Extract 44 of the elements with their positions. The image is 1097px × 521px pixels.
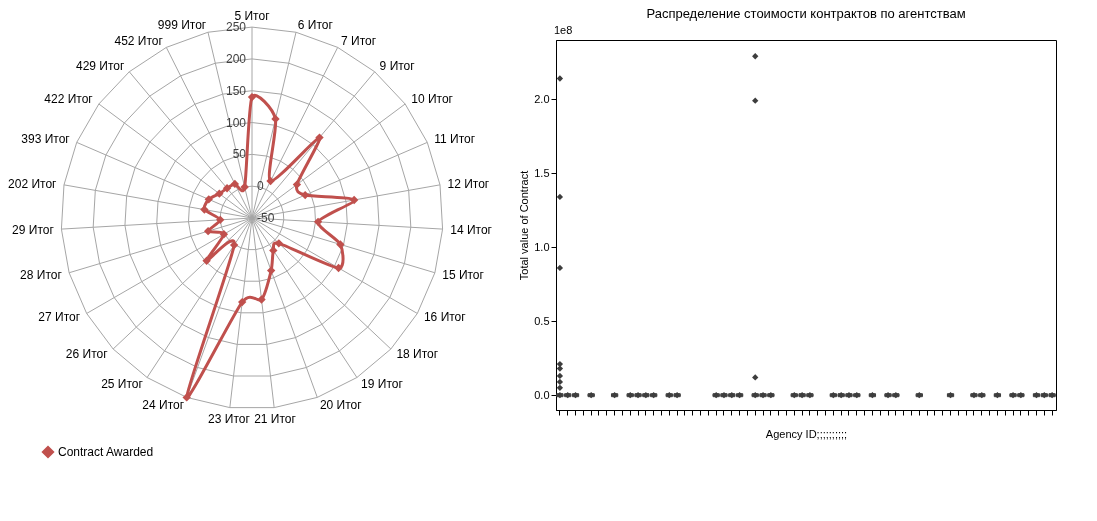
- spoke-label: 28 Итог: [20, 267, 63, 282]
- chart-title: Распределение стоимости контрактов по агентствам: [646, 6, 966, 21]
- y-tick-label: 150: [225, 83, 247, 98]
- spoke-label: 202 Итог: [8, 176, 58, 191]
- spoke-label: 23 Итог: [208, 412, 251, 427]
- y-tick-label: 100: [225, 115, 247, 130]
- y-tick-label: 0.5: [534, 314, 550, 327]
- spoke-label: 27 Итог: [38, 310, 81, 325]
- spoke-label: 11 Итог: [434, 132, 476, 147]
- text: 1e8: [553, 24, 573, 36]
- spoke-label: 19 Итог: [361, 376, 404, 391]
- y-tick-label: 1.5: [534, 166, 550, 179]
- legend-label: Contract Awarded: [58, 445, 154, 459]
- spoke-label: 15 Итог: [442, 267, 485, 282]
- spoke-label: 422 Итог: [44, 92, 94, 107]
- spoke-label: 26 Итог: [65, 347, 109, 362]
- spoke-label: 20 Итог: [319, 397, 363, 412]
- spoke-label: 18 Итог: [396, 347, 439, 362]
- spoke-label: 16 Итог: [423, 310, 467, 325]
- y-tick-label: 50: [232, 147, 247, 162]
- spoke-label: 25 Итог: [101, 376, 144, 391]
- y-tick-label: 1.0: [534, 240, 550, 253]
- spoke-label: 429 Итог: [75, 58, 125, 73]
- y-tick-label: -50: [257, 211, 275, 225]
- spoke-label: 14 Итог: [450, 222, 493, 237]
- spoke-label: 393 Итог: [21, 132, 71, 147]
- y-tick-label: 0.0: [534, 388, 550, 401]
- spoke-label: 5 Итог: [234, 8, 271, 23]
- x-axis-title: Agency ID;;;;;;;;;;: [765, 427, 848, 440]
- spoke-label: 12 Итог: [447, 176, 490, 191]
- spoke-label: 7 Итог: [341, 33, 377, 48]
- y-tick-label: 200: [225, 51, 247, 66]
- spoke-label: 21 Итог: [254, 412, 297, 427]
- spoke-label: 9 Итог: [379, 58, 416, 73]
- y-tick-label: 2.0: [534, 92, 550, 105]
- spoke-label: 452 Итог: [114, 33, 164, 48]
- spoke-label: 999 Итог: [157, 17, 207, 32]
- y-axis-title: Total value of Contract: [518, 170, 531, 281]
- spoke-label: 24 Итог: [142, 397, 185, 412]
- y-tick-label: 250: [225, 20, 247, 35]
- spoke-label: 10 Итог: [411, 92, 454, 107]
- y-tick-label: 0: [257, 179, 264, 194]
- spoke-label: 6 Итог: [297, 17, 334, 32]
- spoke-label: 29 Итог: [12, 222, 55, 237]
